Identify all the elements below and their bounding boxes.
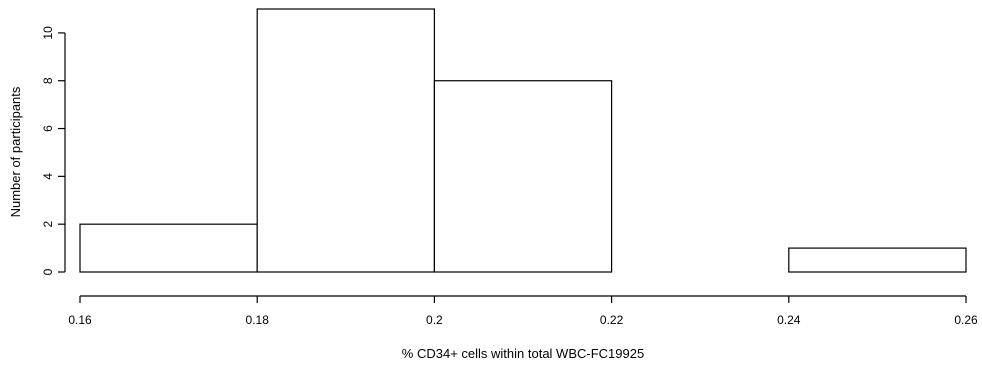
y-axis: 0 2 4 6 8 10 <box>41 26 66 275</box>
x-axis: 0.16 0.18 0.2 0.22 0.24 0.26 <box>68 295 978 327</box>
bars-group <box>79 8 967 273</box>
y-tick-label-4: 8 <box>41 77 55 84</box>
y-axis-title: Number of participants <box>8 86 23 217</box>
histogram-bar-4 <box>788 247 967 273</box>
y-tick-label-0: 0 <box>41 268 55 275</box>
x-tick-label-3: 0.22 <box>600 313 624 327</box>
x-tick-label-0: 0.16 <box>68 313 92 327</box>
histogram-bar-0 <box>79 223 258 273</box>
x-tick-label-4: 0.24 <box>777 313 801 327</box>
histogram-bar-2 <box>433 80 613 273</box>
x-tick-label-1: 0.18 <box>246 313 270 327</box>
histogram-bar-1 <box>256 8 436 273</box>
y-tick-label-5: 10 <box>41 26 55 40</box>
x-tick-label-5: 0.26 <box>954 313 978 327</box>
x-tick-label-2: 0.2 <box>426 313 443 327</box>
y-tick-label-1: 2 <box>41 221 55 228</box>
y-tick-label-2: 4 <box>41 173 55 180</box>
y-tick-label-3: 6 <box>41 125 55 132</box>
x-axis-title: % CD34+ cells within total WBC-FC19925 <box>402 346 644 361</box>
